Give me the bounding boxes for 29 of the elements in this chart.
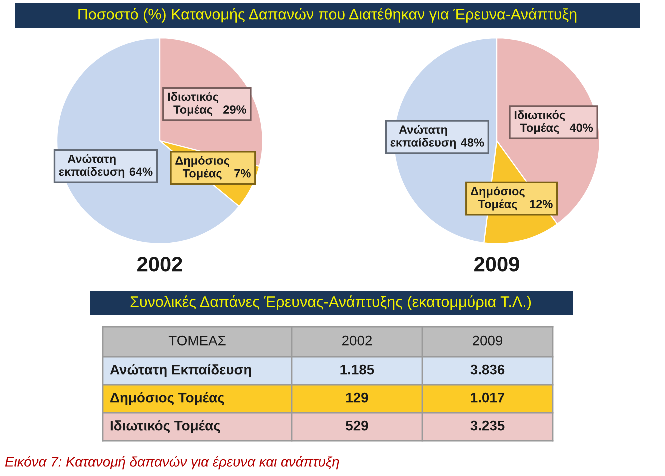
- data-label: 40%: [570, 124, 594, 132]
- category-label: Ιδιωτικός Τομέας: [110, 420, 220, 434]
- data-label: 1.185: [340, 364, 374, 375]
- slice-label: Ιδιωτικός Τομέας: [168, 92, 219, 116]
- text: 2002: [138, 257, 182, 272]
- data-label: 3.836: [470, 364, 505, 375]
- slice-label: Δημόσιος Τομέας: [471, 186, 525, 211]
- text: Ποσοστό (%) Κατανομής Δαπανών που Διατέθηκαν για Έρευνα-Ανάπτυξη: [78, 8, 577, 23]
- text: ΤΟΜΕΑΣ: [168, 336, 226, 346]
- slice-label: Ιδιωτικός Τομέας: [514, 110, 566, 134]
- data-label: 12%: [530, 200, 553, 208]
- data-label: 64%: [130, 168, 153, 176]
- text: 2009: [474, 257, 520, 272]
- text: Συνολικές Δαπάνες Έρευνας-Ανάπτυξης (εκατομμύρια Τ.Λ.): [130, 296, 532, 310]
- series-label: 2009: [473, 336, 503, 346]
- data-label: 3.235: [470, 420, 505, 431]
- data-label: 7%: [234, 169, 251, 178]
- slice-label: Δημόσιος Τομέας: [176, 156, 230, 180]
- text: Εικόνα 7: Κατανομή δαπανών για έρευνα και ανάπτυξη: [5, 456, 340, 470]
- slice-label: Ανώτατη εκπαίδευση: [390, 125, 456, 150]
- slice-label: Ανώτατη εκπαίδευση: [59, 154, 125, 178]
- data-label: 29%: [224, 106, 246, 114]
- category-label: Ανώτατη Εκπαίδευση: [110, 364, 252, 378]
- category-label: Δημόσιος Τομέας: [110, 392, 224, 406]
- data-label: 129: [346, 392, 368, 403]
- data-label: 1.017: [471, 392, 505, 403]
- data-label: 48%: [461, 138, 484, 147]
- data-label: 529: [346, 420, 368, 431]
- series-label: 2002: [342, 336, 372, 346]
